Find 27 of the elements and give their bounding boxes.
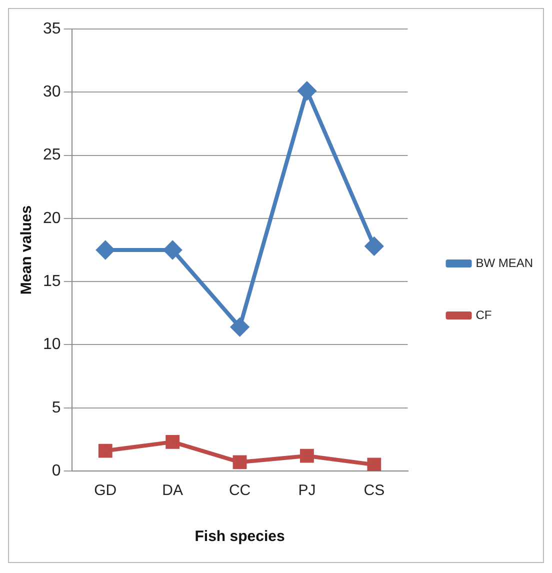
y-tick-label: 30 [43, 84, 61, 101]
y-tick-label: 25 [43, 146, 61, 164]
y-tick-label: 10 [43, 336, 61, 354]
point [298, 82, 316, 100]
x-tick-label: PJ [298, 482, 316, 500]
point [96, 241, 114, 259]
legend-label: BW MEAN [476, 256, 534, 270]
point [300, 448, 314, 463]
point [98, 444, 112, 458]
x-tick-label: CC [228, 482, 251, 500]
point [367, 458, 382, 471]
point [166, 435, 180, 449]
point [164, 241, 182, 259]
point [365, 237, 384, 256]
x-axis-title: Fish species [194, 528, 285, 546]
point [232, 455, 247, 470]
y-axis-title: Mean values [18, 205, 36, 295]
y-tick-label: 35 [43, 20, 61, 38]
x-tick-label: DA [162, 482, 184, 500]
legend-label: CF [476, 308, 492, 322]
x-tick-label: CS [364, 482, 385, 500]
point [230, 318, 249, 336]
x-tick-label: GD [94, 482, 117, 500]
y-tick-label: 5 [52, 399, 61, 416]
y-tick-label: 15 [43, 272, 61, 290]
y-tick-label: 20 [43, 210, 61, 227]
y-tick-label: 0 [52, 462, 61, 480]
